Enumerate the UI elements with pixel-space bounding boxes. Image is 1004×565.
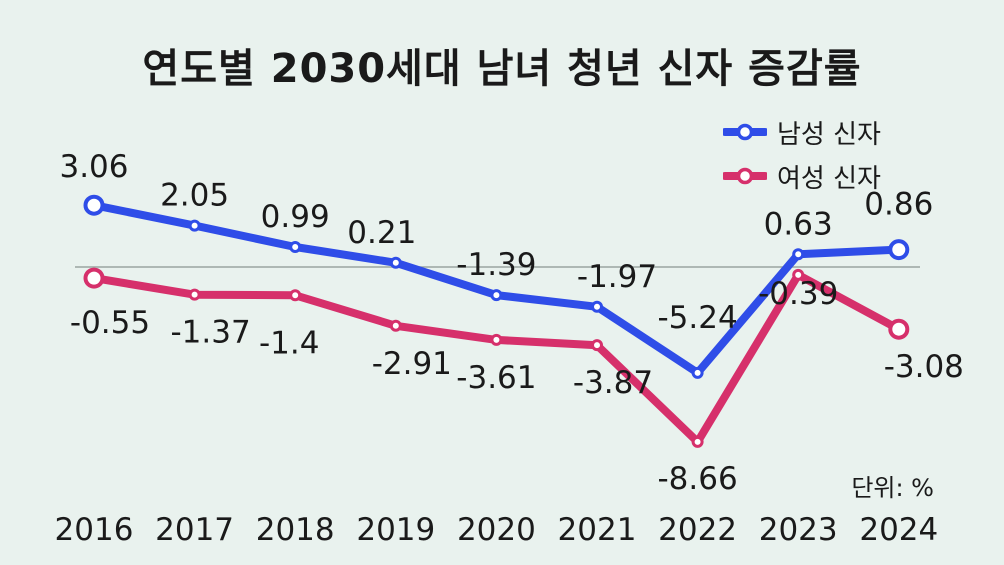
series-layer <box>83 194 910 448</box>
legend-marker-female <box>723 167 767 185</box>
data-point-female-2022 <box>691 435 704 448</box>
data-point-male-2021 <box>591 300 603 313</box>
x-axis-tick-layer: 2016 2017 2018 2019 2020 2021 2022 2023 2024 <box>55 512 939 548</box>
legend: 남성 신자 여성 신자 <box>723 110 881 198</box>
data-point-female-2016 <box>83 267 105 289</box>
data-point-female-2024 <box>888 318 910 340</box>
x-tick-2022: 2022 <box>658 512 737 548</box>
x-tick-2024: 2024 <box>859 512 938 548</box>
data-point-female-2023 <box>792 268 805 281</box>
data-label-male-2020: -1.39 <box>456 247 536 283</box>
data-point-male-2024 <box>888 239 910 261</box>
data-point-female-2021 <box>591 339 603 352</box>
unit-label: 단위: % <box>851 474 934 502</box>
data-label-male-2021: -1.97 <box>577 259 657 295</box>
x-tick-2019: 2019 <box>356 512 435 548</box>
data-label-female-2022: -8.66 <box>657 461 737 497</box>
data-point-male-2023 <box>792 248 805 261</box>
data-label-female-2019: -2.91 <box>372 346 452 382</box>
legend-marker-male <box>723 123 767 141</box>
data-label-male-2023: 0.63 <box>764 206 833 242</box>
data-label-female-2017: -1.37 <box>170 315 250 351</box>
data-label-male-2022: -5.24 <box>657 300 737 336</box>
data-point-male-2016 <box>83 194 105 216</box>
data-label-male-2019: 0.21 <box>347 215 416 251</box>
data-point-male-2018 <box>289 241 302 254</box>
legend-label-male: 남성 신자 <box>777 119 881 150</box>
legend-item-female: 여성 신자 <box>723 154 881 198</box>
data-point-male-2017 <box>188 219 201 232</box>
data-point-female-2018 <box>289 289 302 302</box>
data-label-female-2016: -0.55 <box>70 305 150 341</box>
data-point-female-2019 <box>389 319 402 332</box>
data-label-male-2024: 0.86 <box>864 187 933 223</box>
x-tick-2017: 2017 <box>155 512 234 548</box>
x-tick-2020: 2020 <box>457 512 536 548</box>
data-point-female-2020 <box>490 333 503 346</box>
legend-item-male: 남성 신자 <box>723 110 881 154</box>
x-tick-2021: 2021 <box>558 512 637 548</box>
data-point-male-2022 <box>691 366 704 379</box>
data-label-male-2018: 0.99 <box>261 199 330 235</box>
chart-title: 연도별 2030세대 남녀 청년 신자 증감률 <box>142 46 862 92</box>
data-label-male-2017: 2.05 <box>160 178 229 214</box>
x-tick-2016: 2016 <box>55 512 134 548</box>
data-point-male-2019 <box>389 256 402 269</box>
legend-label-female: 여성 신자 <box>777 163 881 194</box>
x-tick-2018: 2018 <box>256 512 335 548</box>
data-point-male-2020 <box>490 289 503 302</box>
data-label-layer: 3.06 2.05 0.99 0.21 -1.39 -1.97-5.24 0.63 0.86 -… <box>59 149 963 497</box>
x-tick-2023: 2023 <box>759 512 838 548</box>
data-label-female-2024: -3.08 <box>884 349 964 385</box>
data-label-male-2016: 3.06 <box>59 149 128 185</box>
data-label-female-2021: -3.87 <box>573 365 653 401</box>
data-point-female-2017 <box>188 288 201 301</box>
data-label-female-2018: -1.4 <box>259 325 320 361</box>
data-label-female-2023: -0.39 <box>758 276 838 312</box>
data-label-female-2020: -3.61 <box>456 360 536 396</box>
